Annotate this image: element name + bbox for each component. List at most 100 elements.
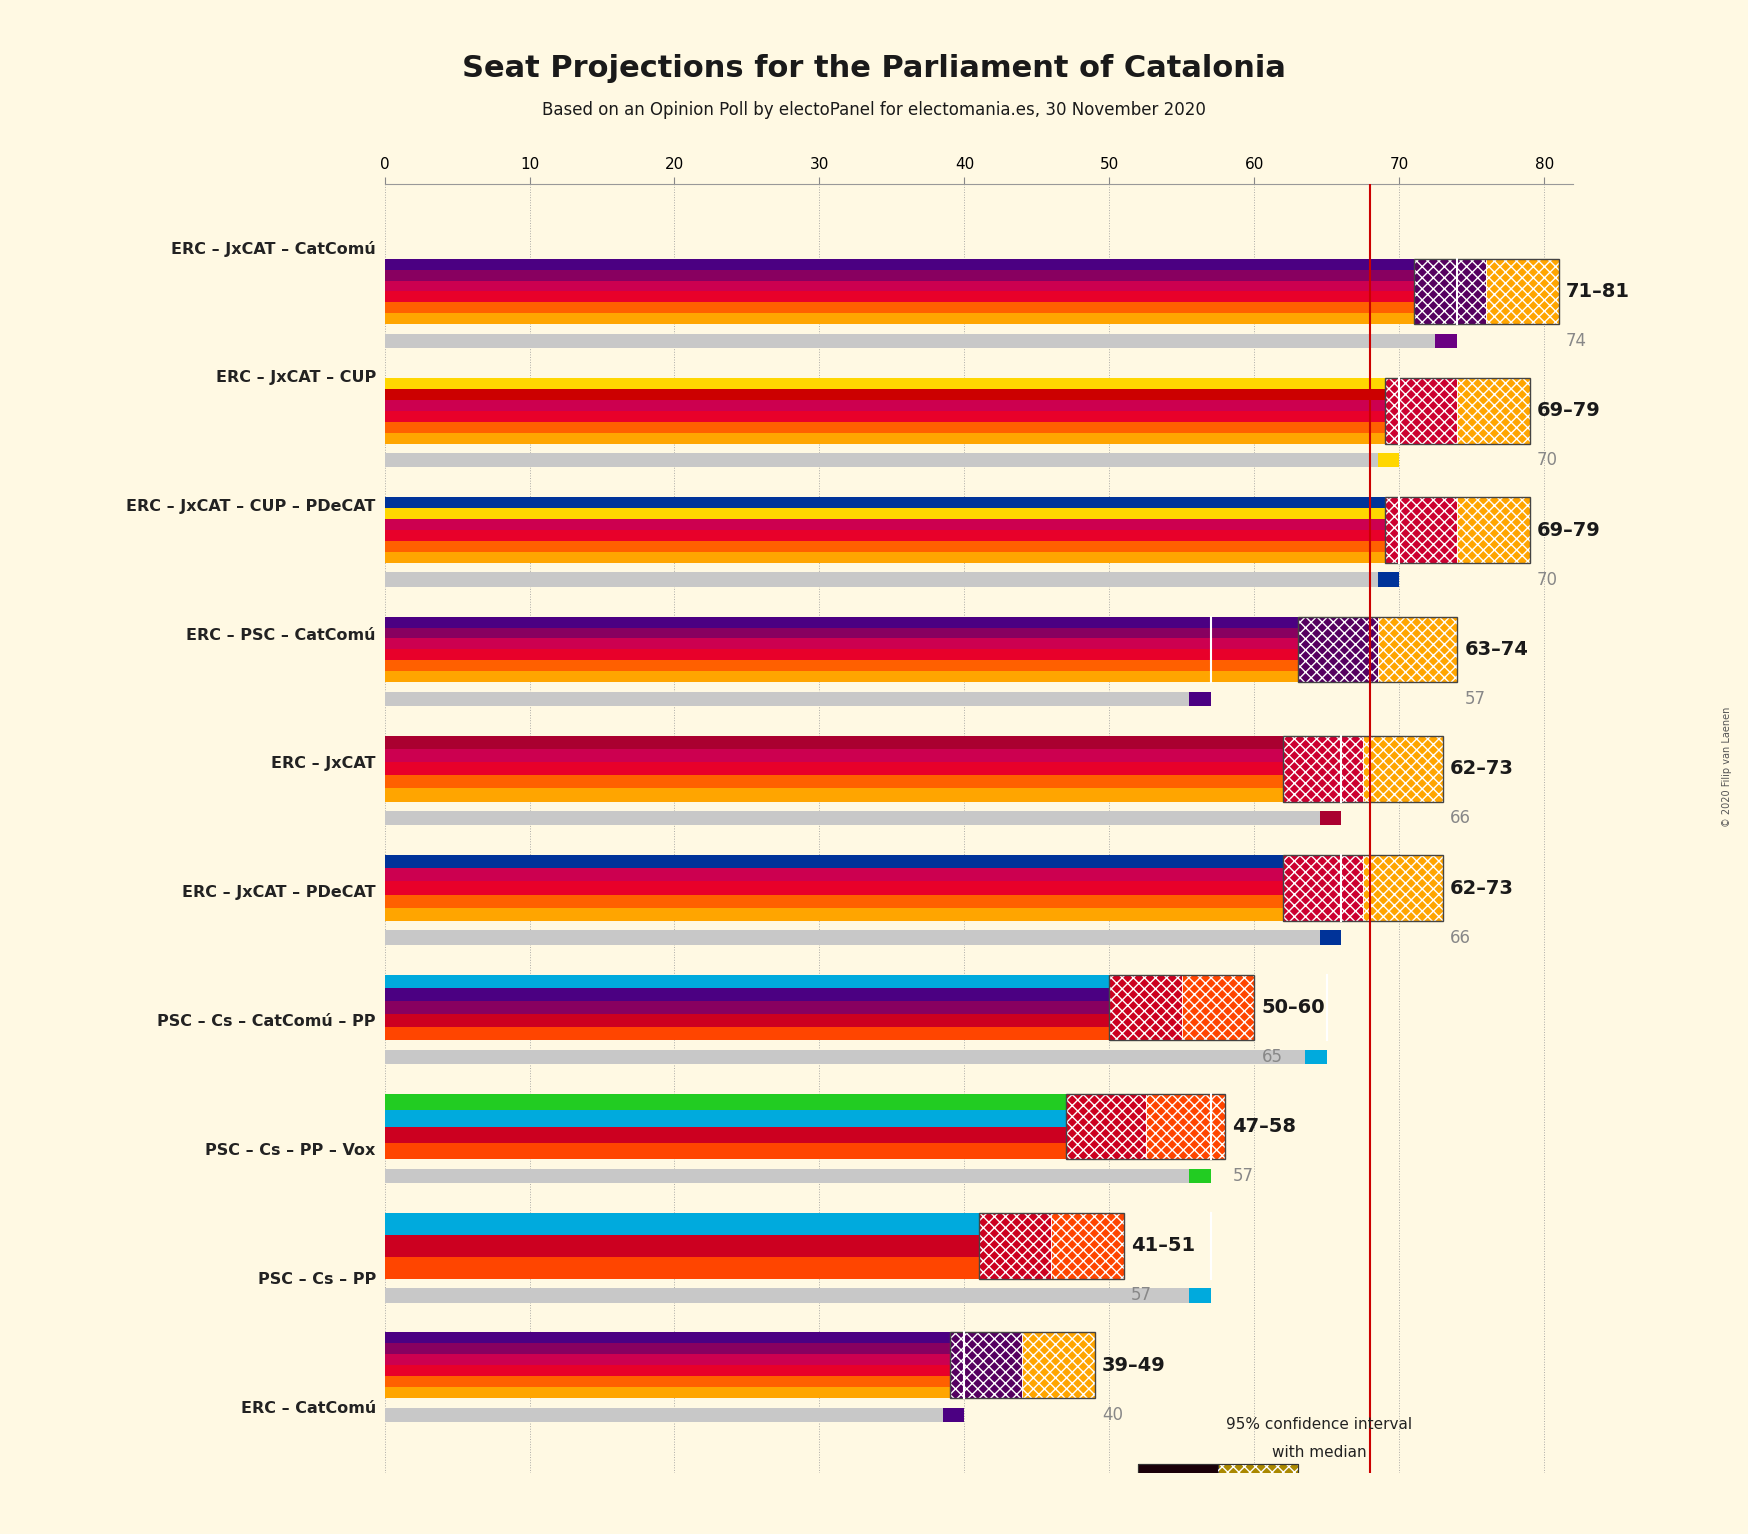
Text: 47–58: 47–58 [1232, 1117, 1297, 1137]
Bar [385, 1028, 1110, 1040]
Bar [1138, 1465, 1218, 1497]
Bar [1051, 1213, 1124, 1279]
Bar [385, 518, 1384, 531]
Bar [385, 736, 1283, 749]
Bar [385, 1408, 965, 1422]
Bar [385, 1000, 1110, 1014]
Bar [385, 400, 1384, 411]
Text: 66: 66 [1451, 928, 1472, 946]
Bar [1051, 1213, 1124, 1279]
Bar [949, 1333, 1023, 1397]
Bar [1458, 377, 1530, 443]
Bar [385, 882, 1283, 894]
Bar [385, 1355, 949, 1365]
Text: 39–49: 39–49 [1101, 1356, 1166, 1374]
Bar [1145, 1094, 1225, 1160]
Bar [385, 1387, 949, 1397]
Bar [385, 627, 1297, 638]
Bar [385, 988, 1110, 1000]
Bar [1023, 1333, 1094, 1397]
Text: 62–73: 62–73 [1451, 759, 1514, 778]
Bar [385, 788, 1283, 801]
Bar [1283, 854, 1363, 920]
Bar [385, 868, 1283, 882]
Bar [1486, 259, 1559, 324]
Bar [1182, 974, 1255, 1040]
Text: 69–79: 69–79 [1536, 520, 1601, 540]
Bar [385, 334, 1458, 348]
Bar [1138, 1528, 1297, 1534]
Bar [1384, 377, 1530, 443]
Bar [385, 1256, 979, 1279]
Bar [385, 281, 1414, 291]
Bar [1283, 854, 1442, 920]
Bar [1066, 1094, 1145, 1160]
Text: 40: 40 [1101, 1405, 1124, 1424]
Bar [385, 1376, 949, 1387]
Bar [949, 1333, 1023, 1397]
Bar [385, 692, 1211, 706]
Bar [385, 1111, 1066, 1126]
Text: ERC – JxCAT – PDeCAT: ERC – JxCAT – PDeCAT [182, 885, 376, 900]
Bar [1283, 736, 1363, 801]
Text: 57: 57 [1465, 690, 1486, 707]
Text: 70: 70 [1536, 571, 1557, 589]
Bar [979, 1213, 1051, 1279]
Text: 41–51: 41–51 [1131, 1236, 1196, 1255]
Bar [1297, 617, 1377, 683]
Bar [1414, 259, 1486, 324]
Bar [1283, 854, 1363, 920]
Text: PSC – Cs – PP: PSC – Cs – PP [257, 1272, 376, 1287]
Bar [385, 1014, 1110, 1028]
Text: ERC – JxCAT – CUP: ERC – JxCAT – CUP [215, 370, 376, 385]
Text: with median: with median [1273, 1445, 1367, 1460]
Bar [1218, 1465, 1297, 1497]
Bar [385, 1049, 1327, 1065]
Bar [385, 1213, 979, 1235]
Text: 50–60: 50–60 [1262, 997, 1325, 1017]
Bar [1218, 1465, 1297, 1497]
Bar [979, 1213, 1051, 1279]
Bar [385, 542, 1384, 552]
Bar [1363, 854, 1442, 920]
Bar [385, 894, 1283, 908]
Bar [385, 497, 1384, 508]
Bar [1384, 497, 1458, 563]
Text: ERC – CatComú: ERC – CatComú [241, 1401, 376, 1416]
Bar [385, 1333, 949, 1344]
Bar [385, 390, 1384, 400]
Bar [1458, 497, 1530, 563]
Bar [385, 638, 1297, 649]
Text: 66: 66 [1451, 810, 1472, 827]
Bar [1320, 811, 1341, 825]
Bar [1458, 497, 1530, 563]
Text: 63–74: 63–74 [1465, 640, 1528, 660]
Bar [385, 1094, 1066, 1111]
Text: Seat Projections for the Parliament of Catalonia: Seat Projections for the Parliament of C… [461, 54, 1287, 83]
Bar [385, 1126, 1066, 1143]
Bar [1320, 930, 1341, 945]
Bar [385, 302, 1414, 313]
Text: © 2020 Filip van Laenen: © 2020 Filip van Laenen [1722, 707, 1732, 827]
Bar [385, 1365, 949, 1376]
Bar [1384, 497, 1458, 563]
Text: ERC – JxCAT: ERC – JxCAT [271, 756, 376, 772]
Text: PSC – Cs – PP – Vox: PSC – Cs – PP – Vox [206, 1143, 376, 1158]
Bar [385, 572, 1398, 586]
Bar [1384, 497, 1530, 563]
Bar [1066, 1094, 1145, 1160]
Bar [1435, 334, 1458, 348]
Text: 62–73: 62–73 [1451, 879, 1514, 897]
Bar [385, 313, 1414, 324]
Bar [385, 508, 1384, 518]
Text: ERC – JxCAT – CUP – PDeCAT: ERC – JxCAT – CUP – PDeCAT [126, 499, 376, 514]
Bar [385, 672, 1297, 683]
Bar [385, 422, 1384, 433]
Text: PSC – Cs – CatComú – PP: PSC – Cs – CatComú – PP [157, 1014, 376, 1029]
Bar [1189, 692, 1211, 706]
Bar [1283, 736, 1363, 801]
Bar [385, 762, 1283, 775]
Text: 95% confidence interval: 95% confidence interval [1227, 1416, 1412, 1431]
Bar [1414, 259, 1486, 324]
Bar [1297, 617, 1458, 683]
